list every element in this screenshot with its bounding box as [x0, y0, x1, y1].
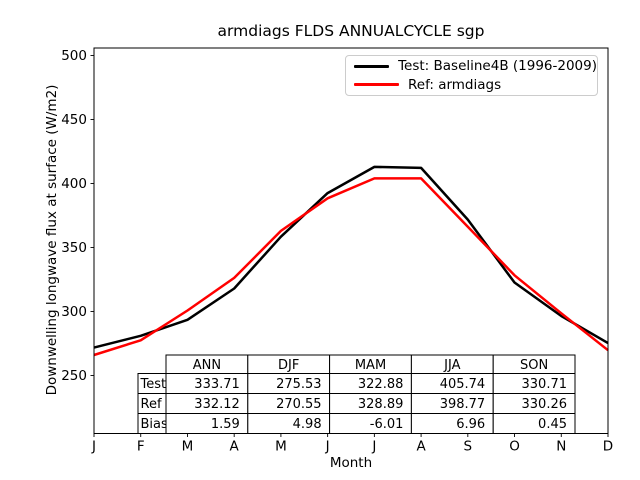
table-row-label-Bias: Bias [141, 417, 168, 432]
table-value: 333.71 [194, 377, 240, 392]
table-value: 322.88 [358, 377, 404, 392]
x-tick-label-4: A [230, 439, 240, 455]
x-tick-label-12: D [603, 439, 613, 455]
legend: Test: Baseline4B (1996-2009) Ref: armdia… [345, 55, 598, 96]
x-axis-label: Month [330, 455, 372, 471]
x-tick-label-11: N [556, 439, 566, 455]
legend-label-ref: Ref: armdiags [408, 76, 502, 93]
x-tick-label-1: J [91, 439, 96, 455]
y-tick-label-250: 250 [61, 368, 87, 384]
table-value: 4.98 [293, 417, 322, 432]
table-value: 330.71 [522, 377, 568, 392]
table-value: 6.96 [456, 417, 485, 432]
table-header-SON: SON [520, 358, 548, 373]
legend-item-test: Test: Baseline4B (1996-2009) [354, 58, 597, 74]
x-tick-label-2: F [137, 439, 145, 455]
chart-title: armdiags FLDS ANNUALCYCLE sgp [217, 22, 485, 40]
table-value: 1.59 [211, 417, 240, 432]
axes-box [93, 47, 609, 434]
table-row-label-Ref: Ref [141, 397, 162, 412]
table-value: 405.74 [440, 377, 486, 392]
y-tick-label-350: 350 [61, 240, 87, 256]
series-line-ref [93, 177, 609, 357]
table-value: 328.89 [358, 397, 404, 412]
table-value: 330.26 [522, 397, 568, 412]
y-tick-label-500: 500 [61, 48, 87, 64]
table-header-MAM: MAM [355, 358, 386, 373]
y-tick-label-400: 400 [61, 176, 87, 192]
y-tick-label-300: 300 [61, 304, 87, 320]
x-tick-label-9: S [464, 439, 473, 455]
table-value: 270.55 [276, 397, 322, 412]
legend-label-test: Test: Baseline4B (1996-2009) [398, 58, 597, 75]
x-tick-label-10: O [509, 439, 520, 455]
table-row-label-Test: Test [140, 377, 167, 392]
series-line-test [93, 165, 609, 349]
y-axis-label: Downwelling longwave flux at surface (W/… [44, 85, 60, 396]
ref-line-swatch [354, 83, 399, 87]
legend-item-ref: Ref: armdiags [354, 77, 597, 93]
x-tick-label-8: A [416, 439, 426, 455]
x-tick-label-6: J [325, 439, 330, 455]
table-value: 398.77 [440, 397, 486, 412]
y-tick-label-450: 450 [61, 112, 87, 128]
x-tick-label-5: M [275, 439, 287, 455]
x-tick-label-3: M [182, 439, 194, 455]
table-value: 0.45 [538, 417, 567, 432]
table-header-ANN: ANN [193, 358, 221, 373]
table-value: 332.12 [194, 397, 240, 412]
test-line-swatch [354, 64, 390, 68]
table-value: -6.01 [370, 417, 404, 432]
table-header-JJA: JJA [443, 358, 460, 373]
table-header-DJF: DJF [278, 358, 299, 373]
table-value: 275.53 [276, 377, 322, 392]
x-tick-label-7: J [371, 439, 376, 455]
